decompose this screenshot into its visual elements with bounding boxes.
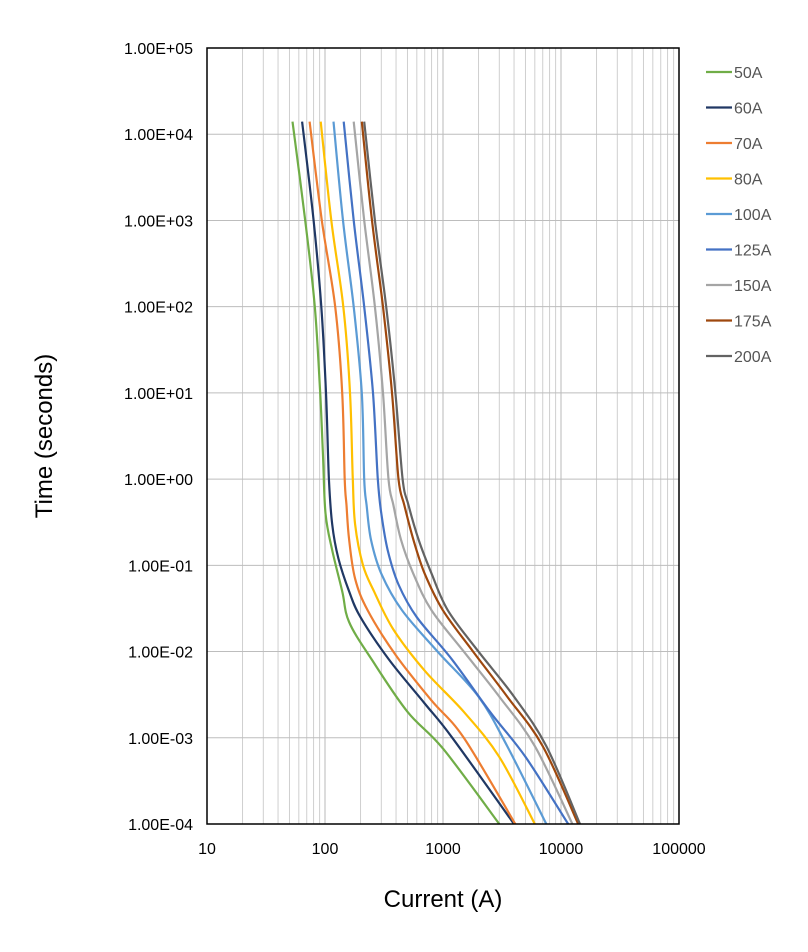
y-tick-label: 1.00E-01 — [128, 558, 193, 575]
x-tick-label: 100000 — [652, 841, 705, 858]
series-line-175A — [360, 121, 580, 825]
legend-label-70A: 70A — [734, 136, 763, 153]
legend-label-175A: 175A — [734, 314, 772, 331]
x-axis-title: Current (A) — [384, 886, 503, 913]
series-line-80A — [319, 121, 536, 825]
series-line-60A — [301, 121, 515, 825]
y-tick-label: 1.00E+00 — [124, 472, 193, 489]
legend-label-150A: 150A — [734, 278, 772, 295]
legend-label-60A: 60A — [734, 101, 763, 118]
y-tick-label: 1.00E+05 — [124, 41, 193, 58]
series-line-200A — [363, 121, 582, 825]
series-line-70A — [308, 121, 517, 825]
legend-label-100A: 100A — [734, 207, 772, 224]
legend-label-125A: 125A — [734, 243, 772, 260]
y-tick-label: 1.00E+04 — [124, 127, 193, 144]
plot-frame — [206, 47, 680, 825]
series-line-50A — [291, 121, 501, 825]
y-tick-label: 1.00E+03 — [124, 213, 193, 230]
grid-layer — [206, 47, 679, 825]
y-tick-label: 1.00E-04 — [128, 817, 193, 834]
axis-layer: 10 100 1000 10000 100000 1.00E+05 1.00E+04 1.00… — [124, 41, 706, 858]
series-line-125A — [342, 121, 570, 825]
legend-label-80A: 80A — [734, 172, 763, 189]
y-axis-title: Time (seconds) — [31, 354, 58, 518]
y-tick-label: 1.00E-02 — [128, 645, 193, 662]
series-layer — [291, 121, 582, 825]
x-tick-label: 1000 — [425, 841, 461, 858]
x-tick-label: 10 — [198, 841, 216, 858]
x-tick-label: 10000 — [539, 841, 584, 858]
legend: 50A 60A 70A 80A 100A 125A 150A 175A 200A — [706, 65, 772, 366]
series-line-150A — [352, 121, 574, 825]
legend-label-200A: 200A — [734, 349, 772, 366]
legend-label-50A: 50A — [734, 65, 763, 82]
y-tick-label: 1.00E+01 — [124, 386, 193, 403]
y-tick-label: 1.00E-03 — [128, 731, 193, 748]
y-tick-label: 1.00E+02 — [124, 300, 193, 317]
x-tick-label: 100 — [312, 841, 339, 858]
